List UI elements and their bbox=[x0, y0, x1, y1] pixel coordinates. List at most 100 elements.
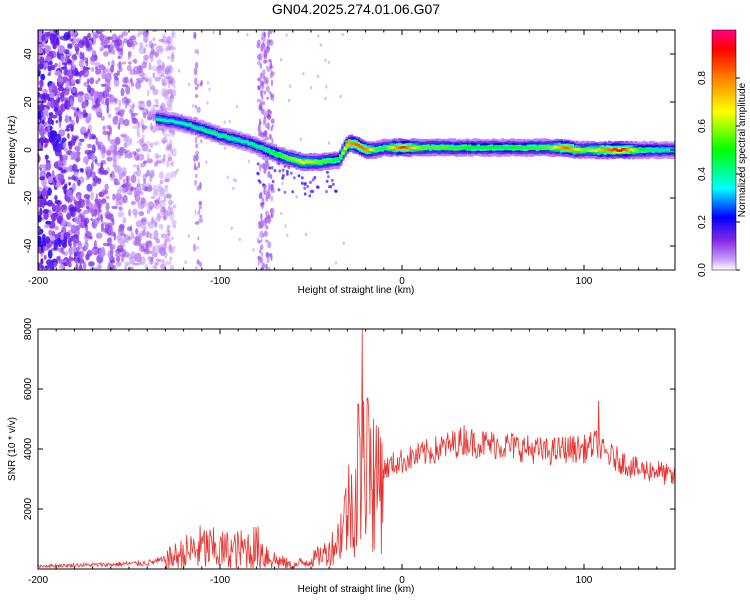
heatmap-noise-cell bbox=[152, 112, 156, 117]
heatmap-streak-cell bbox=[262, 162, 266, 170]
heatmap-noise-cell bbox=[206, 81, 210, 85]
heatmap-noise-cell bbox=[144, 77, 149, 83]
heatmap-ridge-cell bbox=[240, 140, 245, 143]
heatmap-noise-cell bbox=[39, 176, 46, 181]
heatmap-noise-cell bbox=[128, 236, 131, 241]
heatmap-noise-cell bbox=[159, 188, 165, 196]
heatmap-ridge-cell bbox=[350, 142, 354, 145]
heatmap-noise-cell bbox=[112, 150, 118, 156]
heatmap-streak-cell bbox=[269, 39, 272, 43]
heatmap-noise-cell bbox=[154, 205, 160, 210]
heatmap-streak-cell bbox=[270, 208, 273, 213]
colorbar-gradient bbox=[711, 29, 737, 271]
heatmap-noise-cell bbox=[309, 85, 313, 90]
heatmap-noise-cell bbox=[146, 185, 153, 193]
heatmap-ridge-cell bbox=[592, 149, 596, 152]
heatmap-ridge-cell bbox=[503, 146, 507, 149]
heatmap-streak-cell bbox=[197, 210, 201, 216]
heatmap-noise-cell bbox=[112, 193, 116, 201]
heatmap-noise-cell bbox=[106, 105, 110, 114]
heatmap-noise-cell bbox=[135, 81, 142, 90]
heatmap-noise-cell bbox=[149, 173, 153, 183]
heatmap-noise-cell bbox=[206, 101, 209, 105]
heatmap-ridge-cell bbox=[171, 119, 175, 123]
heatmap-noise-cell bbox=[169, 256, 173, 262]
heatmap-ridge-cell bbox=[378, 147, 382, 151]
heatmap-noise-cell bbox=[108, 226, 114, 235]
heatmap-ridge-cell bbox=[649, 148, 653, 152]
heatmap-noise-cell bbox=[230, 226, 234, 231]
heatmap-streak-cell bbox=[265, 163, 269, 170]
heatmap-ridge-cell bbox=[500, 145, 505, 149]
heatmap-ridge-cell bbox=[365, 148, 369, 151]
heatmap-noise-cell bbox=[82, 199, 90, 203]
heatmap-noise-cell bbox=[141, 125, 148, 130]
heatmap-ridge-cell bbox=[199, 127, 203, 130]
heatmap-noise-cell bbox=[76, 207, 81, 214]
heatmap-noise-cell bbox=[151, 220, 155, 224]
heatmap-noise-cell bbox=[56, 37, 60, 46]
heatmap-ridge-cell bbox=[330, 159, 334, 163]
heatmap-noise-cell bbox=[159, 179, 164, 185]
heatmap-noise-cell bbox=[169, 78, 174, 84]
heatmap-noise-cell bbox=[153, 244, 161, 255]
heatmap-noise-cell bbox=[324, 58, 327, 63]
heatmap-noise-cell bbox=[165, 237, 172, 243]
heatmap-ridge-cell bbox=[452, 146, 457, 149]
heatmap-noise-cell bbox=[121, 149, 128, 154]
heatmap-ridge-cell bbox=[553, 145, 557, 149]
heatmap-noise-cell bbox=[128, 61, 132, 65]
heatmap-noise-cell bbox=[115, 111, 122, 116]
heatmap-noise-cell bbox=[41, 116, 47, 121]
heatmap-noise-cell bbox=[100, 116, 105, 121]
heatmap-noise-cell bbox=[86, 249, 93, 257]
heatmap-noise-cell bbox=[86, 166, 91, 172]
heatmap-noise-cell bbox=[96, 264, 101, 270]
heatmap-noise-cell bbox=[167, 56, 171, 60]
heatmap-noise-cell bbox=[45, 162, 52, 171]
heatmap-ridge-cell bbox=[168, 119, 173, 123]
heatmap-noise-cell bbox=[163, 75, 171, 79]
heatmap-noise-cell bbox=[54, 204, 61, 213]
heatmap-noise-cell bbox=[159, 201, 166, 209]
heatmap-noise-cell bbox=[90, 190, 94, 201]
heatmap-ridge-cell bbox=[323, 159, 328, 163]
heatmap-noise-cell bbox=[154, 51, 159, 59]
heatmap-noise-cell bbox=[224, 146, 227, 151]
heatmap-ridge-cell bbox=[302, 161, 306, 164]
heatmap-noise-cell bbox=[327, 60, 331, 65]
heatmap-noise-cell bbox=[184, 260, 187, 265]
heatmap-noise-cell bbox=[287, 98, 291, 103]
heatmap-noise-cell bbox=[164, 184, 169, 188]
heatmap-ridge-cell bbox=[310, 189, 313, 193]
heatmap-noise-cell bbox=[73, 171, 79, 176]
heatmap-noise-cell bbox=[60, 104, 64, 111]
x-tick-label: 100 bbox=[576, 276, 593, 287]
heatmap-noise-cell bbox=[247, 159, 251, 164]
heatmap-noise-cell bbox=[52, 138, 56, 145]
heatmap-noise-cell bbox=[81, 199, 85, 203]
heatmap-streak-cell bbox=[197, 236, 200, 241]
heatmap-streak-cell bbox=[261, 220, 265, 226]
heatmap-noise-cell bbox=[148, 62, 152, 71]
heatmap-streak-cell bbox=[268, 91, 272, 95]
heatmap-ridge-cell bbox=[583, 148, 588, 151]
heatmap-noise-cell bbox=[53, 262, 58, 267]
heatmap-noise-cell bbox=[84, 149, 92, 155]
heatmap-noise-cell bbox=[41, 104, 45, 111]
heatmap-noise-cell bbox=[161, 82, 167, 87]
heatmap-ridge-cell bbox=[166, 119, 170, 123]
heatmap-noise-cell bbox=[122, 194, 128, 204]
heatmap-noise-cell bbox=[54, 98, 59, 108]
heatmap-ridge-cell bbox=[311, 178, 315, 182]
heatmap-noise-cell bbox=[160, 72, 165, 77]
heatmap-noise-cell bbox=[162, 138, 166, 145]
heatmap-noise-cell bbox=[91, 50, 97, 57]
heatmap-noise-cell bbox=[168, 88, 173, 94]
heatmap-noise-cell bbox=[316, 74, 320, 79]
heatmap-noise-cell bbox=[82, 261, 87, 270]
heatmap-ridge-cell bbox=[268, 166, 272, 170]
heatmap-noise-cell bbox=[71, 107, 77, 111]
heatmap-noise-cell bbox=[94, 61, 101, 67]
